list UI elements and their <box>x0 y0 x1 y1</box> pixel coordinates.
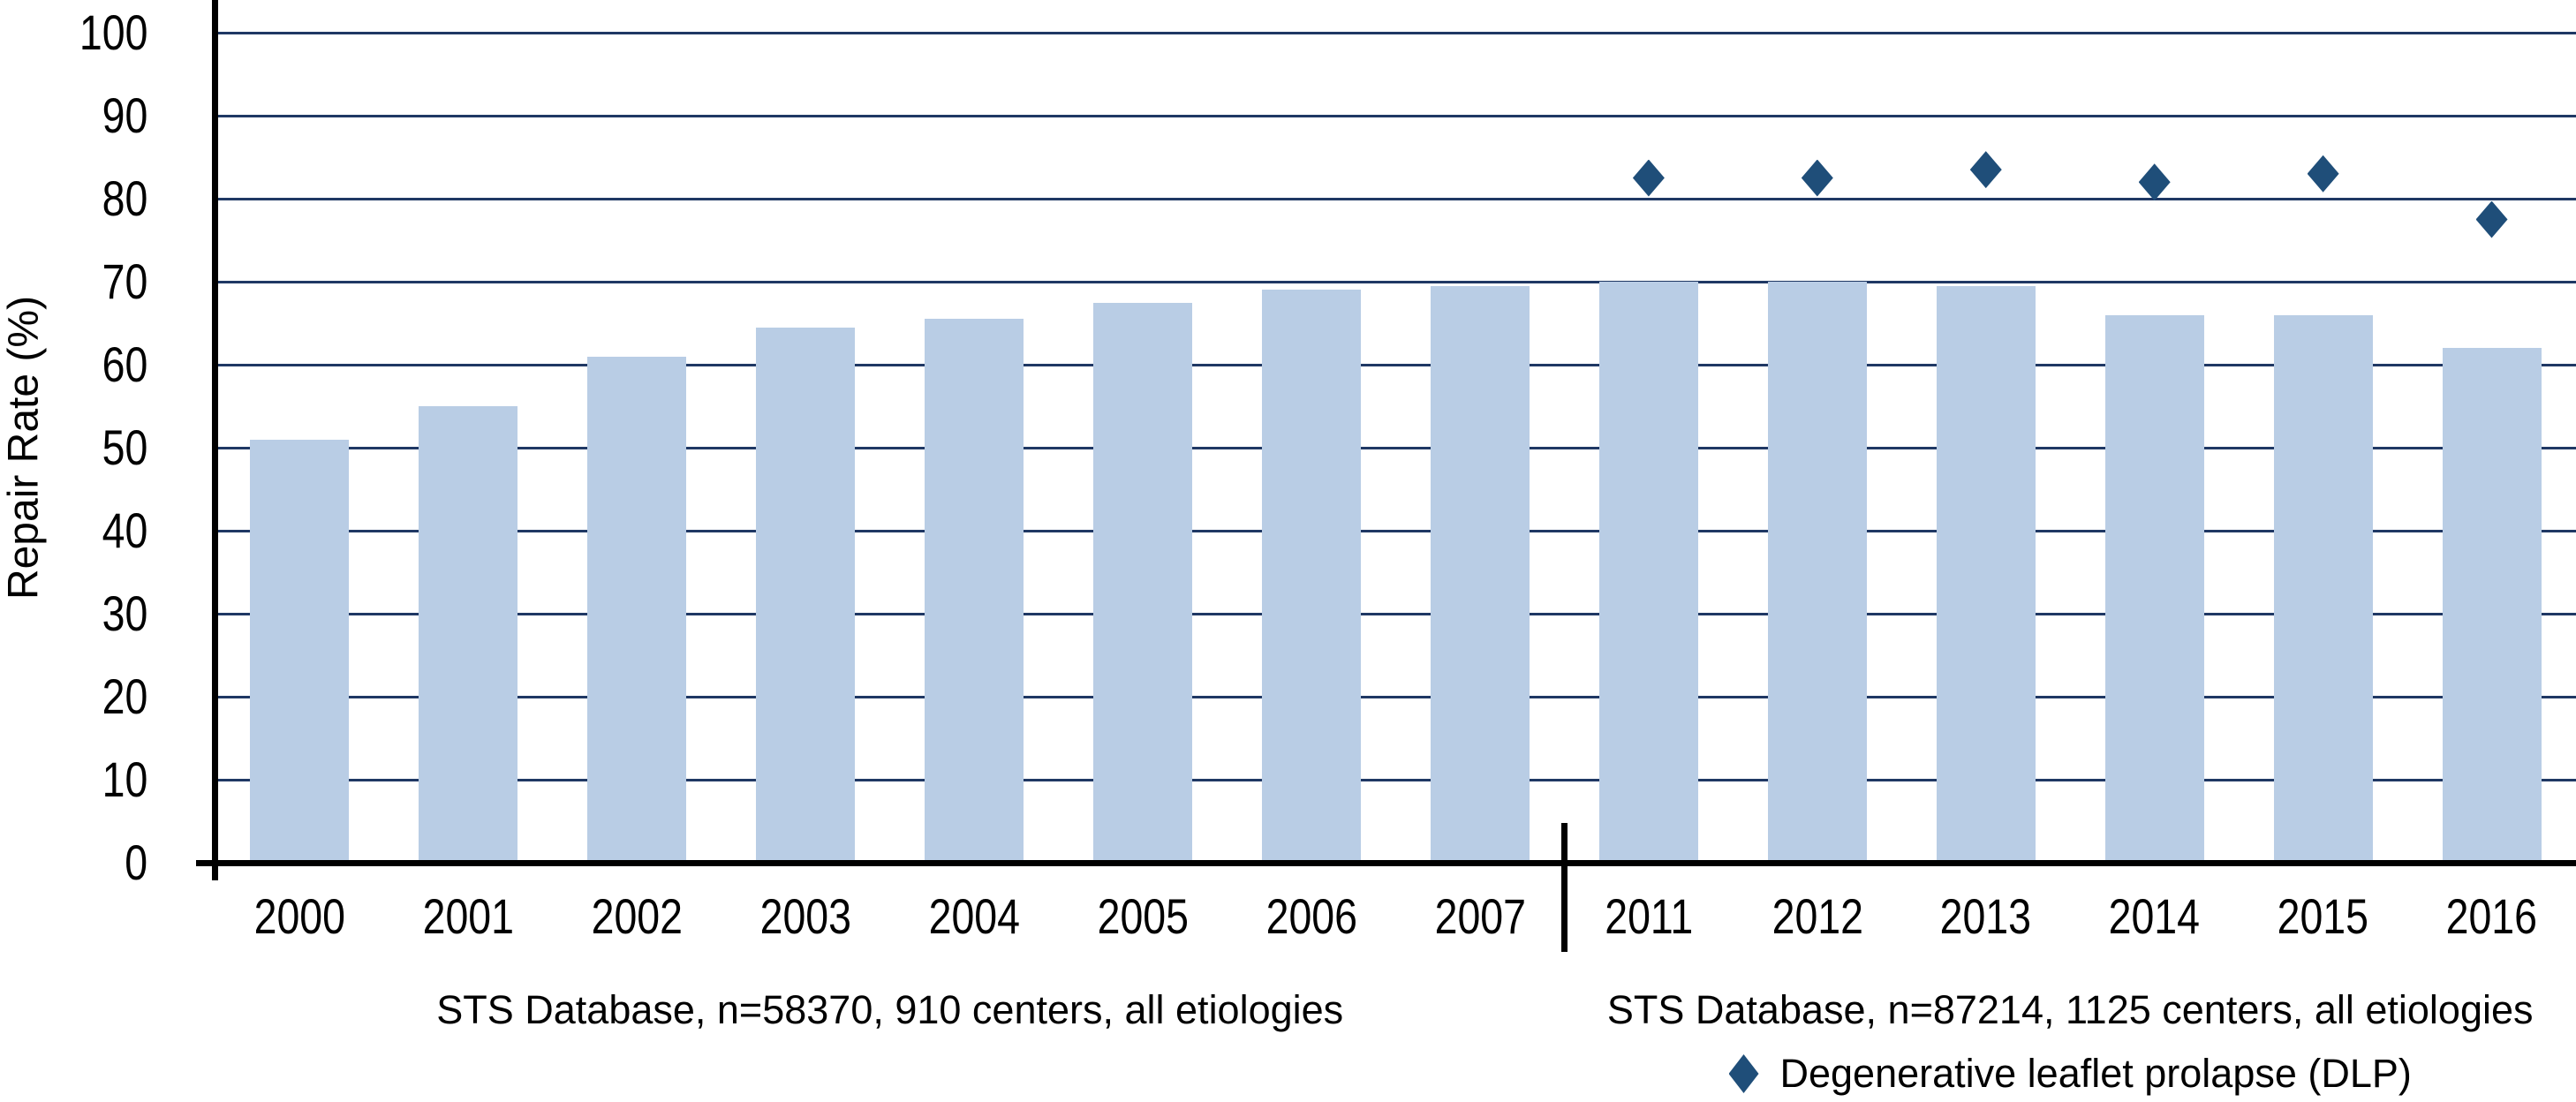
x-tick-label-2013: 2013 <box>1902 892 2070 941</box>
x-tick-label-2016: 2016 <box>2408 892 2576 941</box>
x-axis-line <box>196 859 2576 866</box>
x-tick-text: 2011 <box>1604 888 1693 944</box>
legend: Degenerative leaflet prolapse (DLP) <box>1564 1051 2576 1097</box>
gridline-10 <box>215 778 2576 781</box>
y-tick-text: 90 <box>102 87 147 143</box>
dlp-diamond-2013 <box>1969 151 2002 189</box>
bar-2016 <box>2442 348 2542 863</box>
y-tick-text: 100 <box>79 4 147 60</box>
y-axis-line <box>212 0 218 880</box>
bar-2007 <box>1430 285 1530 863</box>
left-group-annotation: STS Database, n=58370, 910 centers, all … <box>436 987 1344 1032</box>
diamond-legend-marker <box>1728 1054 1759 1093</box>
x-tick-text: 2012 <box>1771 888 1863 944</box>
x-tick-text: 2016 <box>2445 888 2538 944</box>
x-tick-label-2006: 2006 <box>1228 892 1395 941</box>
x-tick-text: 2004 <box>928 888 1020 944</box>
x-tick-label-2002: 2002 <box>553 892 721 941</box>
x-tick-label-2012: 2012 <box>1734 892 1901 941</box>
y-tick-text: 50 <box>102 419 147 475</box>
x-tick-text: 2001 <box>422 888 515 944</box>
x-tick-label-2004: 2004 <box>890 892 1058 941</box>
x-tick-text: 2014 <box>2108 888 2201 944</box>
y-tick-label-40: 40 <box>0 506 147 555</box>
x-tick-text: 2006 <box>1265 888 1357 944</box>
x-tick-text: 2003 <box>759 888 851 944</box>
y-tick-label-0: 0 <box>0 838 147 887</box>
y-tick-text: 20 <box>102 668 147 724</box>
y-tick-text: 70 <box>102 253 147 309</box>
gridline-60 <box>215 363 2576 366</box>
x-tick-label-2015: 2015 <box>2240 892 2407 941</box>
x-tick-text: 2013 <box>1940 888 2032 944</box>
x-tick-label-2001: 2001 <box>384 892 552 941</box>
y-tick-label-80: 80 <box>0 174 147 223</box>
dlp-diamond-2016 <box>2475 200 2508 238</box>
dlp-diamond-2014 <box>2138 163 2171 201</box>
y-tick-text: 60 <box>102 336 147 392</box>
y-tick-label-20: 20 <box>0 672 147 721</box>
x-tick-label-2003: 2003 <box>721 892 889 941</box>
y-tick-text: 0 <box>125 834 147 890</box>
bar-2004 <box>925 319 1024 863</box>
x-tick-text: 2000 <box>253 888 346 944</box>
y-tick-label-10: 10 <box>0 755 147 804</box>
gridline-80 <box>215 197 2576 200</box>
x-tick-label-2007: 2007 <box>1396 892 1564 941</box>
legend-label: Degenerative leaflet prolapse (DLP) <box>1779 1051 2412 1096</box>
dlp-diamond-2012 <box>1801 159 1833 197</box>
dlp-diamond-2015 <box>2307 155 2339 192</box>
x-tick-label-2005: 2005 <box>1059 892 1227 941</box>
y-tick-text: 10 <box>102 751 147 807</box>
gridline-90 <box>215 114 2576 117</box>
bar-2012 <box>1767 282 1867 863</box>
gridline-30 <box>215 612 2576 615</box>
x-tick-label-2014: 2014 <box>2071 892 2239 941</box>
y-tick-text: 40 <box>102 502 147 558</box>
x-tick-text: 2005 <box>1097 888 1189 944</box>
y-tick-label-100: 100 <box>0 8 147 57</box>
bar-2000 <box>250 439 350 863</box>
y-tick-label-60: 60 <box>0 340 147 389</box>
x-tick-text: 2007 <box>1434 888 1526 944</box>
bar-2014 <box>2104 314 2204 863</box>
x-tick-label-2000: 2000 <box>215 892 383 941</box>
y-tick-text: 30 <box>102 585 147 641</box>
bar-2005 <box>1093 302 1193 863</box>
gridline-70 <box>215 280 2576 283</box>
group-divider-line <box>1560 823 1568 952</box>
y-tick-text: 80 <box>102 170 147 226</box>
bar-2015 <box>2273 314 2373 863</box>
y-tick-label-90: 90 <box>0 91 147 140</box>
gridline-20 <box>215 695 2576 698</box>
gridline-50 <box>215 446 2576 449</box>
y-tick-label-30: 30 <box>0 589 147 638</box>
bar-2002 <box>587 356 687 863</box>
dlp-diamond-2011 <box>1632 159 1665 197</box>
x-tick-label-2011: 2011 <box>1565 892 1733 941</box>
y-tick-label-70: 70 <box>0 257 147 306</box>
gridline-40 <box>215 529 2576 532</box>
bar-2003 <box>756 327 856 863</box>
right-group-annotation: STS Database, n=87214, 1125 centers, all… <box>1606 987 2534 1032</box>
bar-2006 <box>1262 290 1362 863</box>
bar-2001 <box>419 406 518 863</box>
x-tick-text: 2015 <box>2277 888 2369 944</box>
bar-2013 <box>1936 285 2036 863</box>
bar-2011 <box>1598 282 1698 863</box>
x-tick-text: 2002 <box>591 888 684 944</box>
gridline-100 <box>215 31 2576 34</box>
y-tick-label-50: 50 <box>0 423 147 472</box>
